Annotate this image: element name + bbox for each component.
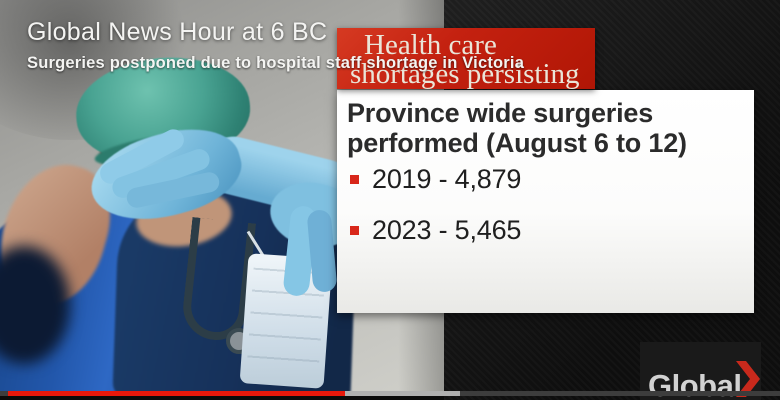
red-square-bullet-icon — [350, 226, 359, 235]
video-progress-bar[interactable] — [0, 391, 780, 396]
stats-item-label: 2023 - 5,465 — [372, 215, 522, 245]
headline-banner: Health care shortages persisting — [337, 28, 595, 89]
stats-card: Province wide surgeries performed (Augus… — [337, 90, 754, 313]
title-overlay: Global News Hour at 6 BC Surgeries postp… — [27, 18, 524, 73]
show-title: Global News Hour at 6 BC — [27, 18, 328, 46]
global-logo: Global — [640, 342, 761, 400]
global-arrow-icon — [736, 361, 760, 397]
headline-line-1: Health care — [364, 29, 497, 61]
red-square-bullet-icon — [350, 175, 359, 184]
stats-list-item: 2023 - 5,465 — [350, 215, 754, 246]
stats-item-label: 2019 - 4,879 — [372, 164, 522, 194]
headline-line-2: shortages persisting — [350, 58, 580, 90]
stats-card-heading: Province wide surgeries performed (Augus… — [347, 98, 687, 158]
show-subtitle: Surgeries postponed due to hospital staf… — [27, 54, 525, 72]
progress-played — [8, 391, 345, 396]
stats-list-item: 2019 - 4,879 — [350, 164, 754, 195]
